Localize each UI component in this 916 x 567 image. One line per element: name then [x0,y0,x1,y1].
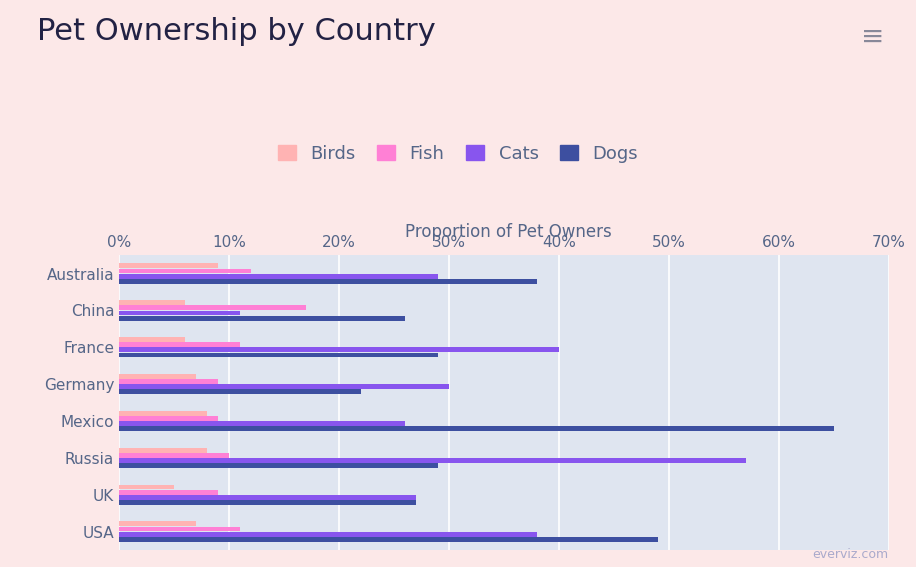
Bar [119,453,229,458]
Bar [119,353,438,357]
Bar [119,274,438,278]
Bar [119,463,438,468]
Bar [119,537,658,541]
Bar [119,279,537,284]
Bar [119,532,537,536]
Bar [119,342,240,347]
Bar [119,311,240,315]
Bar [119,390,361,394]
Bar [119,448,207,452]
Bar [119,495,416,500]
Bar [119,374,196,379]
Bar [119,306,306,310]
Text: ≡: ≡ [861,23,884,50]
Legend: Birds, Fish, Cats, Dogs: Birds, Fish, Cats, Dogs [278,145,638,163]
Bar [119,384,449,389]
Bar [119,301,185,305]
Bar [119,264,218,268]
Bar [119,490,218,494]
Bar [119,500,416,505]
Text: Proportion of Pet Owners: Proportion of Pet Owners [405,223,612,241]
Bar [119,379,218,384]
Bar [119,485,174,489]
Bar [119,416,218,421]
Text: everviz.com: everviz.com [812,548,889,561]
Bar [119,458,746,463]
Bar [119,269,251,273]
Text: Pet Ownership by Country: Pet Ownership by Country [37,17,435,46]
Bar [119,421,405,426]
Bar [119,527,240,531]
Bar [119,522,196,526]
Bar [119,337,185,342]
Bar [119,348,559,352]
Bar [119,411,207,416]
Bar [119,316,405,320]
Bar [119,426,834,431]
